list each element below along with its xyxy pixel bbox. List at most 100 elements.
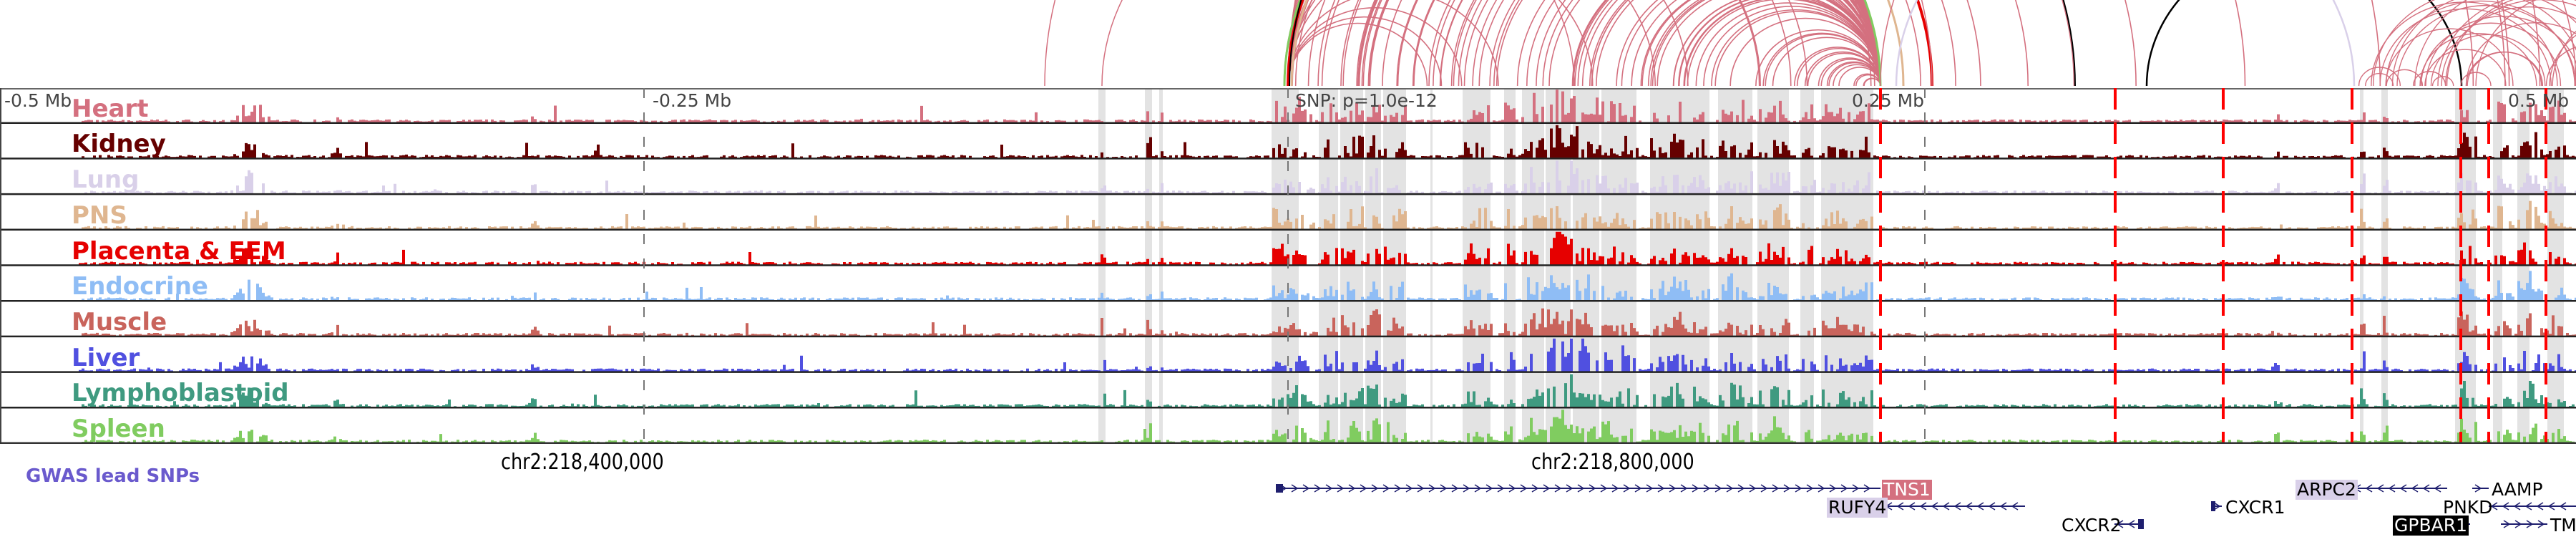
interaction-arc <box>1657 0 1881 87</box>
interaction-arc <box>2549 34 2576 87</box>
signal-bars <box>82 125 2576 158</box>
gene-label-tmi[interactable]: TMI <box>2550 515 2576 536</box>
gene-tmem-model <box>2501 520 2547 528</box>
gene-label-pnkd[interactable]: PNKD <box>2443 497 2493 518</box>
interaction-arc <box>1287 0 1657 87</box>
scale-label-left: -0.5 Mb <box>4 90 72 111</box>
interaction-arc <box>2396 5 2576 87</box>
track-kidney <box>82 125 2576 158</box>
track-placenta-eem <box>79 231 2576 265</box>
track-label: Liver <box>72 343 140 372</box>
interaction-arc <box>1838 67 1881 87</box>
interaction-arc <box>1640 0 1881 87</box>
track-label: Kidney <box>72 130 166 159</box>
signal-bars <box>79 231 2576 265</box>
interaction-arc <box>2364 72 2394 87</box>
gene-rufy4-model <box>1883 502 2025 511</box>
gene-label-arpc2[interactable]: ARPC2 <box>2296 479 2358 500</box>
signal-bars <box>82 271 2576 301</box>
interaction-arc <box>2412 71 2446 87</box>
interaction-arc <box>1616 0 1881 87</box>
interaction-arc <box>2437 0 2576 87</box>
interaction-arc <box>1493 0 1881 87</box>
track-muscle <box>82 308 2576 336</box>
gene-aamp-model <box>2472 484 2489 493</box>
interaction-arc <box>1672 0 1881 87</box>
signal-tracks <box>0 88 2576 444</box>
interaction-arc <box>1574 0 1881 87</box>
interaction-arc <box>1536 0 1881 87</box>
interaction-arc <box>1287 7 1463 87</box>
gene-label-cxcr1[interactable]: CXCR1 <box>2225 497 2285 518</box>
interaction-arc <box>1287 23 1428 87</box>
track-pns <box>82 200 2576 229</box>
signal-bars <box>82 308 2576 336</box>
interaction-arc <box>1516 0 1881 87</box>
gwas-track-label: GWAS lead SNPs <box>26 465 200 487</box>
interaction-arc <box>1287 0 2246 87</box>
track-label: Endocrine <box>72 272 208 301</box>
interaction-arc <box>1711 9 1881 87</box>
coordinate-label-a: chr2:218,400,000 <box>501 450 664 475</box>
gene-tns1-model <box>1277 484 1880 493</box>
interaction-arc <box>1287 16 1443 87</box>
exon <box>2211 501 2215 511</box>
signal-bars <box>82 200 2576 229</box>
chromatin-interaction-arcs <box>1044 0 2576 88</box>
track-endocrine <box>82 271 2576 301</box>
signal-bars <box>82 410 2575 442</box>
interaction-arc <box>2420 22 2562 87</box>
interaction-arc <box>2358 67 2401 87</box>
exon <box>2138 519 2144 529</box>
track-label: Lymphoblastoid <box>72 379 289 408</box>
interaction-arc <box>1292 0 1881 87</box>
interaction-arc <box>1762 32 1881 87</box>
interaction-arc <box>1684 0 1881 87</box>
track-label: Placenta & EEM <box>72 236 286 266</box>
gene-label-tns1[interactable]: TNS1 <box>1882 479 1932 500</box>
signal-bars <box>82 374 2575 407</box>
gene-label-aamp[interactable]: AAMP <box>2492 479 2543 500</box>
track-lymphoblastoid <box>82 374 2575 407</box>
gene-label-cxcr2[interactable]: CXCR2 <box>2062 515 2122 536</box>
gene-annotation-track <box>1276 484 2576 529</box>
interaction-arc <box>1287 0 1594 87</box>
interaction-arc <box>2465 51 2542 87</box>
interaction-arc <box>1287 0 2541 87</box>
interaction-arc <box>2545 46 2576 87</box>
interaction-arc <box>1807 52 1881 87</box>
track-label: Spleen <box>72 415 165 443</box>
interaction-arc <box>2460 72 2492 87</box>
interaction-arc <box>1101 0 1575 87</box>
track-label: Lung <box>72 165 140 195</box>
track-label: PNS <box>72 200 127 230</box>
gene-pnkd-model <box>2489 502 2576 511</box>
scale-label-right-mid: 0.25 Mb <box>1852 90 1925 111</box>
scale-label-left-mid: -0.25 Mb <box>653 90 732 111</box>
gene-arpc2-model <box>2352 484 2447 493</box>
track-spleen <box>82 410 2575 442</box>
interaction-arc <box>2391 0 2576 87</box>
interaction-arc <box>2379 8 2552 87</box>
snp-pvalue-label: SNP: p=1.0e-12 <box>1295 90 1438 111</box>
interaction-arc <box>1577 0 1881 87</box>
interaction-arc <box>1820 59 1881 87</box>
track-label: Muscle <box>72 307 167 337</box>
interaction-arc <box>1458 0 1880 86</box>
interaction-arc <box>2145 0 2463 87</box>
interaction-arc <box>1895 0 2356 87</box>
interaction-arc <box>2386 69 2424 87</box>
interaction-arc <box>2475 0 2537 87</box>
interaction-arc <box>2372 0 2576 87</box>
interaction-arc <box>2414 0 2468 87</box>
interaction-arc <box>2446 0 2514 87</box>
interaction-arc <box>1287 0 1499 87</box>
interaction-arc <box>2371 1 2558 87</box>
interaction-arc <box>2465 22 2576 87</box>
gene-label-rufy4[interactable]: RUFY4 <box>1827 497 1888 518</box>
interaction-arc <box>1591 0 1881 87</box>
exon <box>1276 484 1283 493</box>
gene-label-gpbar1[interactable]: GPBAR1 <box>2393 515 2469 536</box>
interaction-arc <box>2424 49 2507 87</box>
scale-label-right: 0.5 Mb <box>2508 90 2570 111</box>
